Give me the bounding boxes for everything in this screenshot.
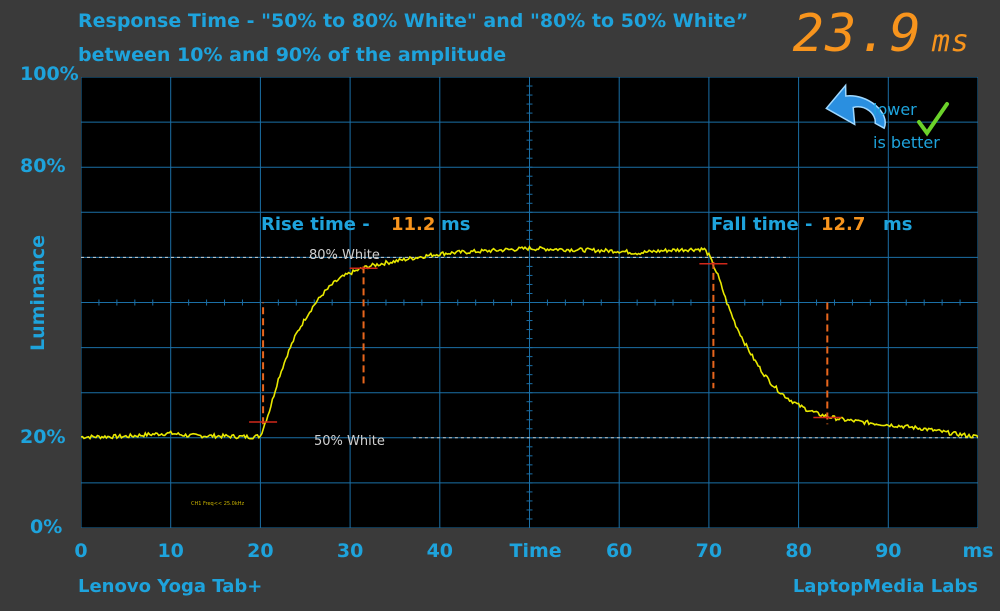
fall-time-value: 12.7 [821, 214, 865, 235]
source-label: LaptopMedia Labs [792, 576, 978, 597]
lower-is-better-badge: lower is better [825, 83, 949, 152]
x-tick-label: 30 [336, 540, 364, 562]
y-axis-label: Luminance [27, 235, 49, 351]
x-tick-label: 40 [426, 540, 454, 562]
rise-time-value: 11.2 [391, 214, 435, 235]
ref-label-80-white: 80% White [309, 248, 380, 263]
x-tick-label: 80 [785, 540, 812, 562]
x-tick-label: 90 [875, 540, 902, 562]
total-response-time: 23.9 ms [793, 4, 970, 64]
x-tick-label: Time [509, 540, 562, 562]
y-tick-100: 100% [20, 63, 79, 85]
ref-label-50-white: 50% White [314, 434, 385, 449]
timing-markers [249, 261, 842, 425]
device-name: Lenovo Yoga Tab+ [78, 576, 263, 597]
x-tick-label: 60 [605, 540, 633, 562]
total-unit: ms [931, 24, 970, 59]
probe-note: CH1 Freq<< 25.0kHz [191, 501, 244, 507]
x-tick-label: 20 [247, 540, 274, 562]
chart-title-line2: between 10% and 90% of the amplitude [78, 44, 507, 66]
fall-time-label: Fall time - [711, 214, 812, 235]
response-time-plot: 80% White 50% White Rise time - 11.2 ms … [81, 77, 978, 528]
rise-time-label: Rise time - [261, 214, 370, 235]
checkmark-icon [917, 102, 949, 137]
fall-time-unit: ms [883, 214, 912, 235]
y-tick-20: 20% [20, 426, 66, 448]
x-tick-label: 10 [157, 540, 184, 562]
x-tick-label: 70 [695, 540, 723, 562]
rise-time-unit: ms [441, 214, 470, 235]
y-tick-0: 0% [30, 516, 63, 538]
chart-title-line1: Response Time - "50% to 80% White" and "… [78, 10, 749, 32]
reference-lines [81, 256, 978, 439]
badge-line1: lower [873, 100, 917, 119]
total-value: 23.9 [792, 4, 922, 64]
grid-lines [81, 77, 978, 528]
y-tick-80: 80% [20, 155, 66, 177]
badge-line2: is better [873, 133, 940, 152]
x-tick-label: 0 [74, 540, 88, 562]
down-arrow-icon [825, 83, 886, 130]
x-tick-label: ms [962, 540, 994, 562]
